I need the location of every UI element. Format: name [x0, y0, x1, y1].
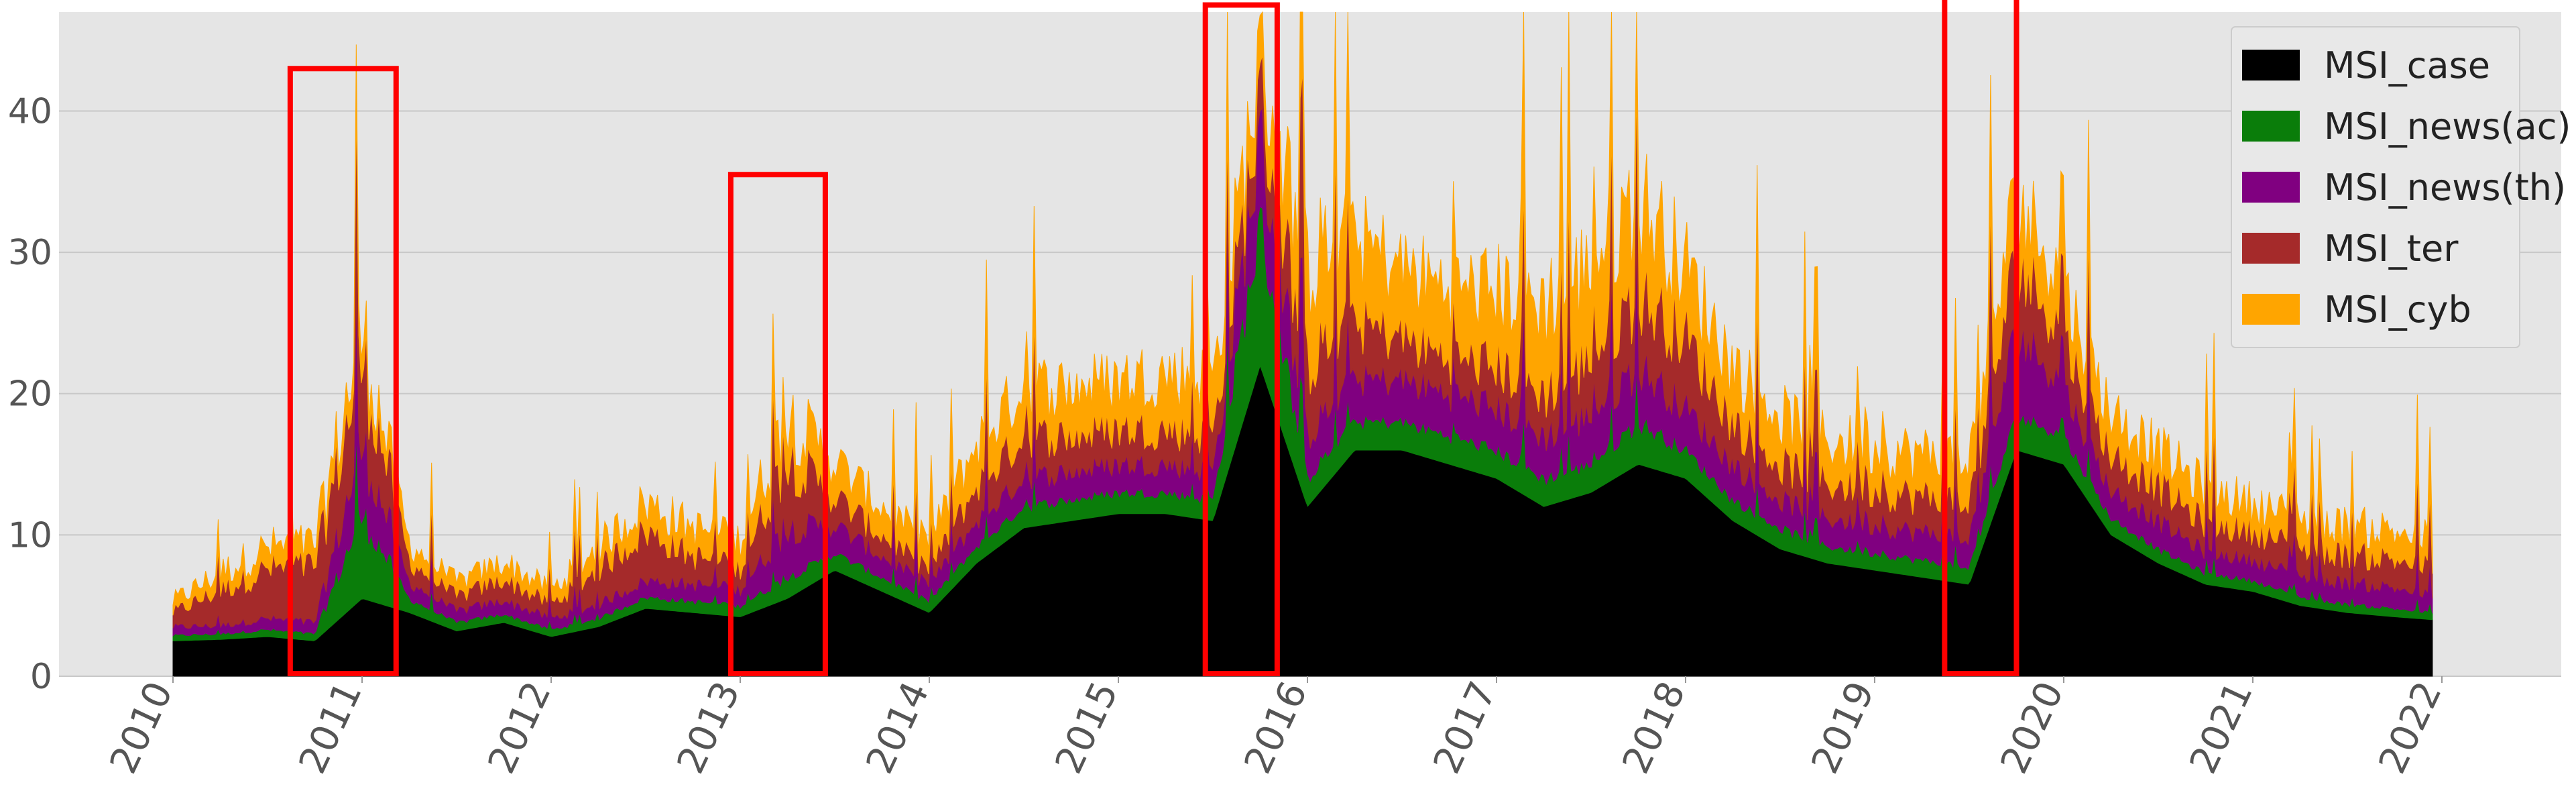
x-tick-label: 2012 — [480, 675, 560, 780]
x-axis-ticks: 2010 2011 2012 2013 2014 2015 2016 2017 2018 2019… — [102, 675, 2451, 780]
x-tick-label: 2010 — [102, 675, 182, 780]
legend-swatch — [2242, 233, 2300, 264]
legend-label: MSI_cyb — [2324, 288, 2471, 331]
x-tick-label: 2021 — [2182, 675, 2262, 780]
legend: MSI_case MSI_news(ac) MSI_news(th) MSI_ter M… — [2231, 26, 2571, 348]
x-tick-label: 2019 — [1804, 675, 1883, 780]
legend-frame — [2231, 26, 2520, 348]
highlight-box-3 — [1202, 2, 1280, 677]
y-tick-label: 0 — [30, 657, 52, 697]
legend-swatch — [2242, 111, 2300, 142]
legend-label: MSI_ter — [2324, 227, 2459, 270]
x-tick-label: 2015 — [1047, 675, 1127, 780]
x-tick-label: 2022 — [2371, 675, 2451, 780]
x-tick-label: 2014 — [858, 675, 938, 780]
x-tick-label: 2013 — [669, 675, 749, 780]
legend-swatch — [2242, 172, 2300, 203]
y-tick-label: 20 — [8, 374, 52, 415]
x-tick-label: 2017 — [1425, 675, 1505, 780]
x-tick-label: 2018 — [1615, 675, 1694, 780]
legend-label: MSI_news(ac) — [2324, 105, 2571, 148]
highlight-boxes — [287, 0, 2019, 677]
highlight-box-2 — [727, 172, 828, 676]
y-tick-label: 40 — [8, 91, 52, 131]
area-series — [172, 11, 2433, 677]
legend-label: MSI_news(th) — [2324, 166, 2566, 209]
y-tick-label: 10 — [8, 515, 52, 555]
x-tick-label: 2020 — [1993, 675, 2072, 780]
legend-swatch — [2242, 294, 2300, 325]
y-axis-ticks: 0 10 20 30 40 — [8, 91, 52, 697]
legend-label: MSI_case — [2324, 44, 2490, 87]
highlight-box-4 — [1942, 0, 2019, 677]
x-tick-label: 2011 — [291, 675, 371, 780]
x-tick-label: 2016 — [1236, 675, 1316, 780]
area-MSI_cyb — [172, 11, 2433, 616]
legend-swatch — [2242, 50, 2300, 81]
highlight-box-1 — [287, 66, 399, 677]
y-tick-label: 30 — [8, 233, 52, 273]
